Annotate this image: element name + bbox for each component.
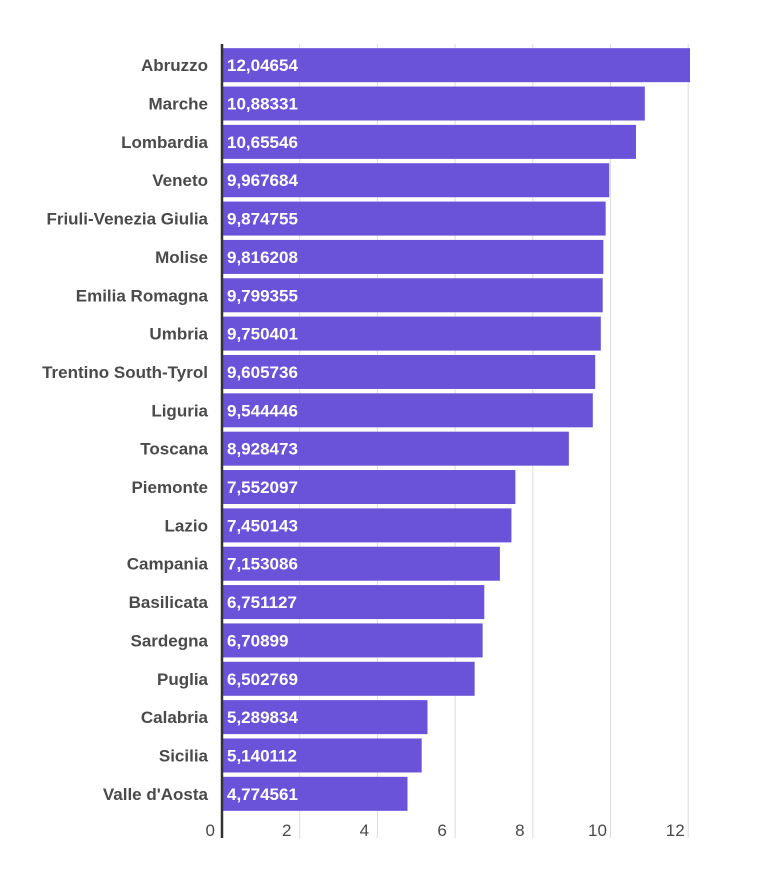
value-label: 10,65546: [227, 133, 298, 152]
bars: [223, 48, 691, 811]
bar-3: [223, 163, 610, 198]
value-label: 9,967684: [227, 171, 298, 190]
bar-2: [223, 124, 636, 159]
bar-1: [223, 86, 645, 121]
x-tick-labels: 0 2 4 6 8 10 12: [206, 821, 685, 840]
x-tick-2: 2: [282, 821, 291, 840]
category-label: Sicilia: [159, 746, 209, 765]
value-label: 4,774561: [227, 785, 298, 804]
x-tick-10: 10: [588, 821, 607, 840]
category-label: Campania: [127, 555, 209, 574]
bar-17: [223, 700, 428, 735]
value-label: 9,750401: [227, 325, 298, 344]
value-label: 12,04654: [227, 56, 298, 75]
bar-11: [223, 470, 516, 505]
value-label: 6,751127: [227, 593, 297, 612]
category-label: Lombardia: [121, 133, 208, 152]
value-label: 6,70899: [227, 631, 288, 650]
bar-6: [223, 278, 603, 313]
value-label: 5,140112: [227, 746, 297, 765]
bar-4: [223, 201, 606, 236]
value-label: 7,552097: [227, 478, 298, 497]
category-label: Abruzzo: [141, 56, 208, 75]
category-label: Calabria: [141, 708, 209, 727]
category-label: Piemonte: [131, 478, 208, 497]
bar-8: [223, 354, 596, 389]
category-label: Puglia: [157, 670, 209, 689]
category-labels: Abruzzo Marche Lombardia Veneto Friuli-Venez…: [42, 56, 208, 804]
value-label: 9,816208: [227, 248, 298, 267]
value-label: 9,799355: [227, 286, 298, 305]
bar-9: [223, 393, 593, 428]
category-label: Trentino South-Tyrol: [42, 363, 208, 382]
category-label: Molise: [155, 248, 208, 267]
bar-5: [223, 239, 604, 274]
category-label: Sardegna: [131, 631, 209, 650]
bar-0: [223, 48, 691, 83]
category-label: Basilicata: [129, 593, 209, 612]
bar-16: [223, 661, 475, 696]
x-tick-12: 12: [666, 821, 685, 840]
bar-13: [223, 546, 500, 581]
category-label: Toscana: [140, 440, 208, 459]
value-label: 6,502769: [227, 670, 298, 689]
bar-19: [223, 776, 408, 811]
bar-15: [223, 623, 483, 658]
category-label: Umbria: [149, 325, 208, 344]
category-label: Valle d'Aosta: [103, 785, 209, 804]
bar-18: [223, 738, 422, 773]
value-label: 9,544446: [227, 401, 298, 420]
bar-10: [223, 431, 569, 466]
bar-7: [223, 316, 601, 351]
category-label: Emilia Romagna: [76, 286, 209, 305]
value-label: 8,928473: [227, 440, 298, 459]
value-labels: 12,04654 10,88331 10,65546 9,967684 9,874755…: [227, 56, 298, 804]
bar-14: [223, 585, 485, 620]
category-label: Lazio: [165, 516, 208, 535]
x-tick-6: 6: [437, 821, 446, 840]
category-label: Veneto: [152, 171, 208, 190]
bar-12: [223, 508, 512, 543]
category-label: Friuli-Venezia Giulia: [46, 210, 208, 229]
category-label: Marche: [148, 95, 208, 114]
value-label: 7,450143: [227, 516, 298, 535]
value-label: 9,605736: [227, 363, 298, 382]
x-tick-4: 4: [360, 821, 369, 840]
x-tick-8: 8: [515, 821, 524, 840]
x-tick-0: 0: [206, 821, 215, 840]
category-label: Liguria: [151, 401, 208, 420]
value-label: 10,88331: [227, 95, 298, 114]
value-label: 5,289834: [227, 708, 298, 727]
value-label: 9,874755: [227, 210, 298, 229]
value-label: 7,153086: [227, 555, 298, 574]
